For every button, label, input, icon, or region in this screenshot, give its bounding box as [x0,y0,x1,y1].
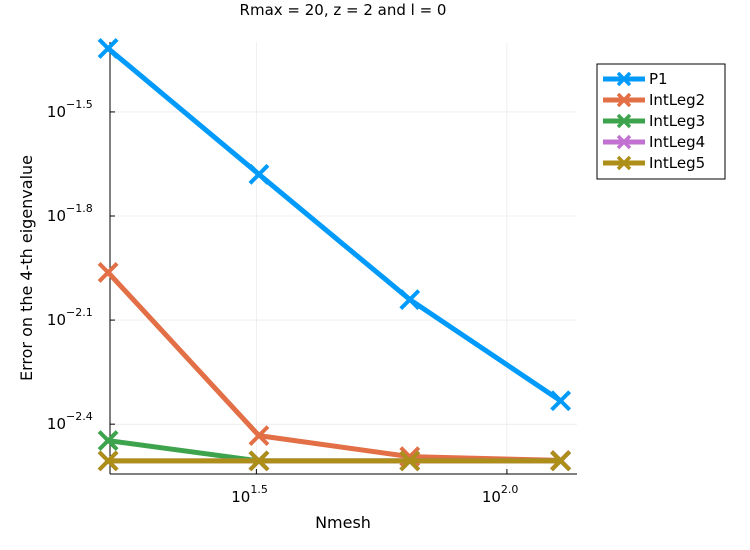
y-tick-base: 10 [47,311,66,329]
y-tick-base: 10 [47,103,66,121]
axes [109,42,577,475]
legend-label: IntLeg4 [649,133,705,151]
legend-item-p1: P1 [603,70,668,88]
y-tick-base: 10 [47,415,66,433]
data-point [248,163,270,185]
legend-marker [616,155,632,171]
data-point [550,450,572,472]
series-intleg3 [97,430,572,472]
y-tick-exponent: −2.4 [66,410,93,423]
data-point [97,38,119,59]
legend-label: IntLeg3 [649,112,705,130]
legend-item-intleg2: IntLeg2 [603,91,705,109]
legend-label: P1 [649,70,668,88]
y-tick-exponent: −1.5 [66,98,93,111]
data-point [399,289,421,311]
legend-label: IntLeg5 [649,154,705,172]
data-point [97,450,119,472]
y-tick-exponent: −2.1 [66,306,93,319]
y-tick-base: 10 [47,207,66,225]
x-tick-label: 10 2.0 [482,483,519,506]
y-ticks: 10 −1.510 −1.810 −2.110 −2.4 [47,98,115,433]
data-point [97,261,119,283]
x-tick-base: 10 [482,488,501,506]
series-line [106,46,562,403]
series-line [106,270,561,463]
legend-item-intleg4: IntLeg4 [603,133,705,151]
legend-label: IntLeg2 [649,91,705,109]
x-ticks: 10 1.5 10 2.0 [231,469,518,506]
x-axis-label: Nmesh [315,513,371,532]
plot-area [97,38,572,472]
x-tick-label: 10 1.5 [231,483,268,506]
legend-marker [616,71,632,87]
y-tick-exponent: −1.8 [66,202,93,215]
series-intleg5 [97,450,572,472]
x-tick-exponent: 1.5 [250,483,268,496]
y-tick-label: 10 −1.5 [47,98,93,121]
x-tick-exponent: 2.0 [501,483,519,496]
legend-marker [616,92,632,108]
x-tick-base: 10 [231,488,250,506]
legend-item-intleg3: IntLeg3 [603,112,705,130]
series-intleg2 [97,261,572,471]
data-point [550,390,572,412]
chart-title: Rmax = 20, z = 2 and l = 0 [240,1,447,19]
y-axis-label: Error on the 4-th eigenvalue [17,155,36,381]
data-point [399,450,421,472]
data-point [97,430,119,452]
y-tick-label: 10 −2.1 [47,306,93,329]
series-p1 [97,38,572,412]
legend-item-intleg5: IntLeg5 [603,154,705,172]
legend: P1 IntLeg2 IntLeg3 IntLeg4 IntLeg5 [596,63,726,180]
y-tick-label: 10 −1.8 [47,202,93,225]
data-point [248,425,270,447]
legend-marker [616,134,632,150]
legend-marker [616,113,632,129]
y-tick-label: 10 −2.4 [47,410,93,433]
data-point [248,450,270,472]
